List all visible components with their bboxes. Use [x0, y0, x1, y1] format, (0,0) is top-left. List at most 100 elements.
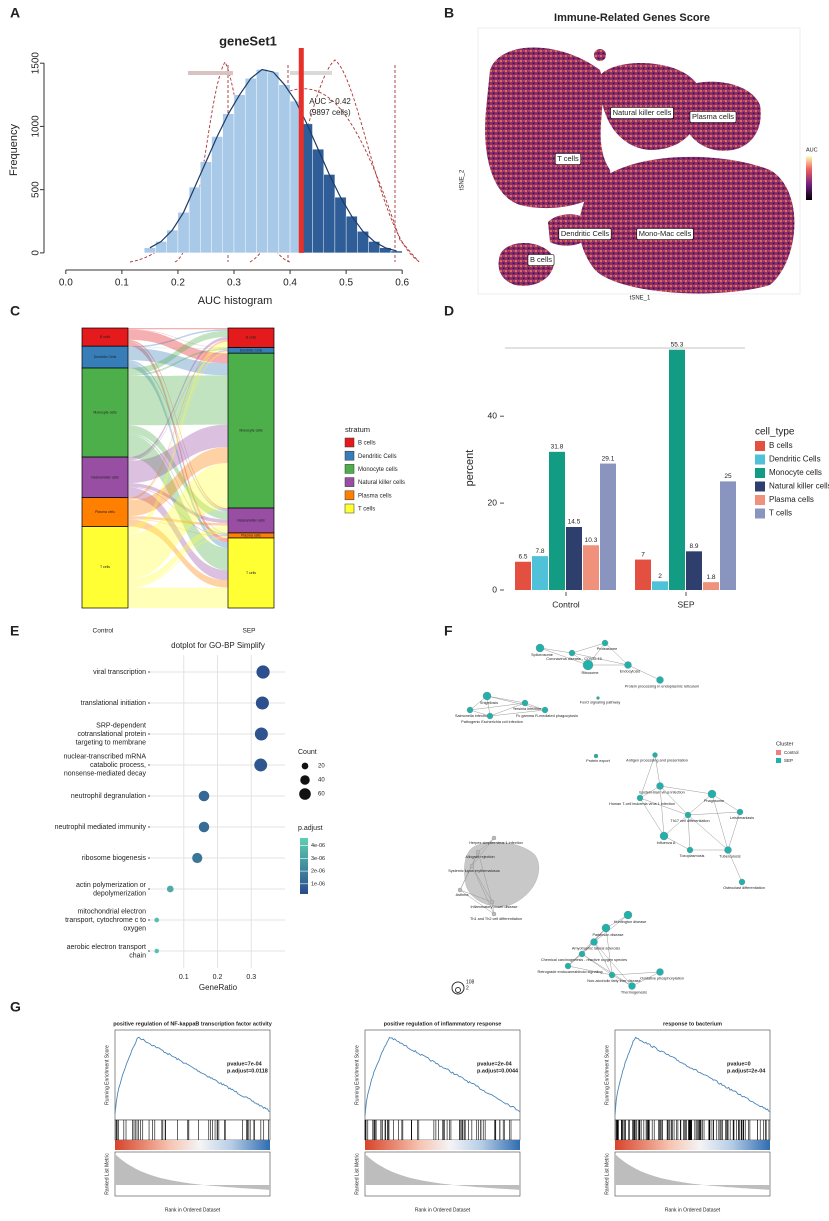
x-axis-label: Rank in Ordered Dataset — [665, 1207, 721, 1213]
dot — [192, 852, 203, 864]
edge — [654, 754, 661, 787]
edge — [477, 851, 493, 903]
y-axis-label: percent — [464, 450, 476, 487]
y-axis-label: Running Enrichment Score — [354, 1045, 360, 1105]
edge — [631, 971, 661, 987]
node-label: Th17 cell differentiation — [670, 819, 709, 823]
bar — [532, 556, 548, 590]
y-axis-label: Ranked List Metric — [604, 1153, 610, 1195]
value-label: 55.3 — [671, 341, 684, 348]
edge — [469, 709, 491, 717]
stratum-label: Monocyte cells — [93, 410, 116, 414]
legend-title: Cluster — [776, 741, 794, 747]
legend-label: T cells — [358, 507, 375, 513]
dot — [154, 948, 159, 954]
node — [535, 643, 545, 653]
panel-label: C — [10, 303, 20, 319]
node-label: Ribosome — [581, 671, 598, 675]
legend-swatch — [755, 495, 765, 505]
node-label: Allograft rejection — [465, 855, 494, 859]
panel-label: D — [444, 303, 454, 319]
bar — [245, 78, 257, 254]
size-legend — [455, 987, 461, 993]
node-label: Retrograde endocannabinoid signaling — [537, 970, 602, 974]
value-label: 7.8 — [535, 548, 544, 555]
node — [475, 849, 481, 855]
flow — [128, 587, 228, 608]
bar — [652, 581, 668, 590]
y-tick-label: 40 — [488, 410, 498, 420]
edge — [639, 785, 661, 799]
node — [624, 661, 632, 669]
bar — [222, 113, 235, 254]
bar — [334, 197, 347, 254]
node-label: Proteasome — [597, 647, 617, 651]
edge — [581, 953, 633, 987]
edge — [639, 797, 689, 816]
node — [457, 887, 463, 893]
legend-label: 2e-06 — [311, 869, 325, 875]
edge — [581, 953, 613, 976]
stratum — [81, 526, 129, 609]
x-axis-label: AUC histogram — [198, 295, 273, 307]
node-label: Antigen processing and presentation — [626, 759, 688, 763]
node — [466, 706, 474, 714]
node-label: Coronavirus disease - COVID-19 — [546, 657, 602, 661]
node — [724, 846, 732, 854]
node-label: Leishmaniasis — [730, 816, 754, 820]
legend-title: Count — [298, 749, 317, 756]
legend-title: stratum — [345, 425, 370, 434]
x-tick-label: Control — [93, 628, 115, 635]
edge — [659, 785, 665, 837]
y-axis-label: tSNE_2 — [460, 169, 466, 190]
edge — [593, 914, 629, 943]
size-legend-dot — [301, 762, 309, 770]
node-label: Protein export — [586, 759, 611, 763]
legend-label: Monocyte cells — [358, 467, 398, 473]
flow — [128, 341, 228, 533]
node — [738, 878, 746, 886]
size-legend — [451, 981, 465, 995]
label-box — [558, 228, 612, 240]
node — [541, 706, 549, 714]
stratum-label: T cells — [100, 565, 110, 569]
bar — [256, 69, 268, 254]
y-tick-label: neutrophil degranulation — [71, 793, 146, 800]
pvalue: pvalue=0 — [727, 1061, 751, 1067]
chart-title: dotplot for GO-BP Simplify — [171, 641, 265, 650]
flow — [128, 536, 228, 588]
legend-label: Dendritic Cells — [358, 454, 397, 460]
edge — [611, 974, 633, 987]
legend-swatch — [776, 750, 781, 755]
edge — [711, 793, 741, 813]
node-label: Oxidative phosphorylation — [640, 977, 684, 981]
edge — [539, 647, 573, 654]
edge — [639, 754, 656, 799]
flow — [128, 434, 228, 571]
flow — [128, 337, 228, 460]
flow — [128, 483, 228, 524]
edge — [605, 914, 629, 929]
edge — [471, 865, 493, 903]
node — [568, 649, 576, 657]
cluster-label: Mono-Mac cells — [636, 228, 694, 240]
node-label: Phagosome — [704, 799, 724, 803]
stratum-label: Plasma cells — [95, 510, 115, 514]
flow — [128, 329, 228, 348]
bar — [323, 174, 336, 254]
y-tick-label: 20 — [488, 497, 498, 507]
y-tick-label: SRP-dependent cotranslational protein targ… — [76, 722, 147, 746]
node — [593, 753, 599, 759]
node-label: Herpes simplex virus 1 infection — [469, 841, 523, 845]
rank-heat — [615, 1140, 770, 1150]
dot — [255, 696, 269, 710]
x-axis-label: Rank in Ordered Dataset — [165, 1207, 221, 1213]
legend-label: Natural killer cells — [358, 480, 405, 486]
legend-label: Natural killer cells — [769, 482, 829, 491]
edge — [489, 702, 526, 717]
y-axis-label: Ranked List Metric — [354, 1153, 360, 1195]
cluster-label: Plasma cells — [689, 111, 737, 123]
edge — [727, 811, 741, 851]
bar — [583, 545, 599, 590]
legend-label: 3e-06 — [311, 856, 325, 862]
